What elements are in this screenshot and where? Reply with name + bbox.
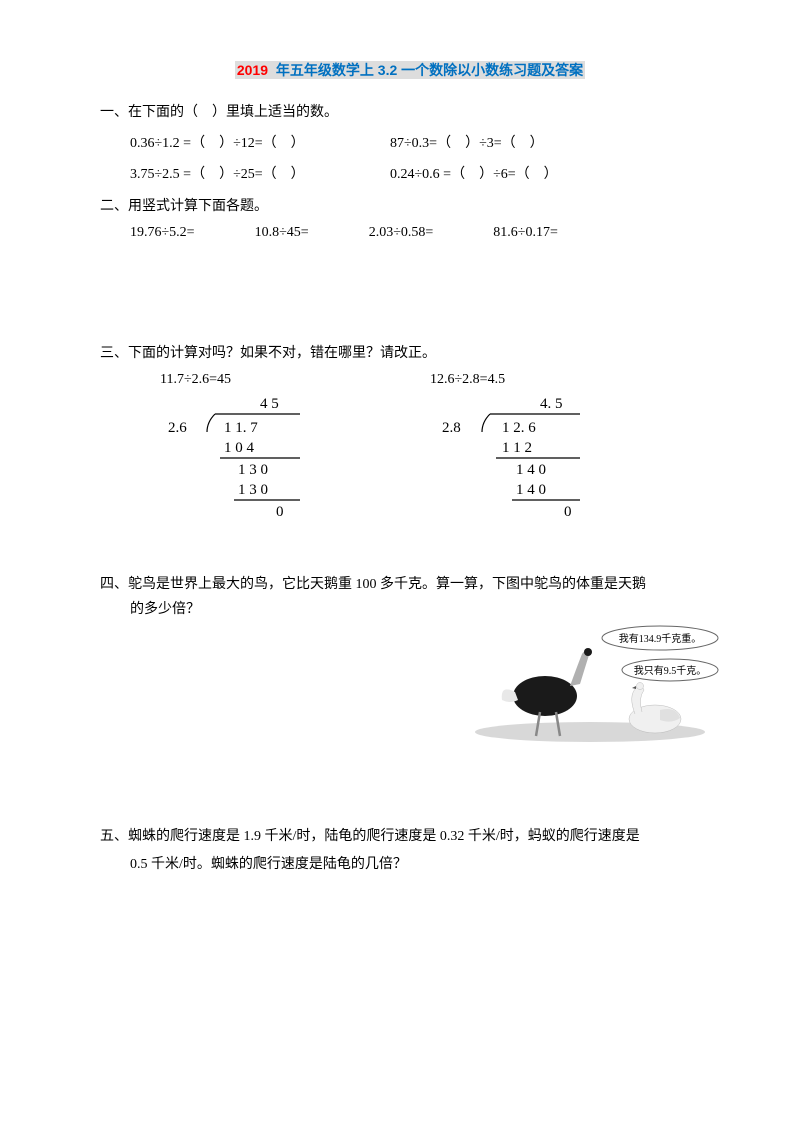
- swan-wing: [660, 709, 680, 722]
- q3-work2: 12.6÷2.8=4.5 4. 5 2.8 1 2. 6 1 1 2 1 4 0…: [430, 372, 590, 532]
- ld1-r3: 1 3 0: [238, 482, 268, 498]
- q5-line2: 0.5 千米/时。蜘蛛的爬行速度是陆龟的几倍？: [100, 852, 720, 877]
- q3-work1-longdiv: 4 5 2.6 1 1. 7 1 0 4 1 3 0 1 3 0 0: [160, 392, 310, 532]
- ld1-divisor: 2.6: [168, 420, 187, 436]
- ld2-r2: 1 4 0: [516, 462, 546, 478]
- spacer-q4: [100, 754, 720, 824]
- worksheet-page: 2019 年五年级数学上 3.2 一个数除以小数练习题及答案 一、在下面的（ ）…: [0, 0, 800, 923]
- ostrich-head: [584, 648, 592, 656]
- q1-r1-right: 87÷0.3=（ ）÷3=（ ）: [390, 131, 544, 156]
- q2-item-1: 19.76÷5.2=: [130, 225, 195, 241]
- ld1-r2: 1 3 0: [238, 462, 268, 478]
- ld1-dividend: 1 1. 7: [224, 420, 258, 436]
- q1-r2-right: 0.24÷0.6 =（ ）÷6=（ ）: [390, 162, 558, 187]
- ostrich-body: [513, 676, 577, 716]
- swan-beak: [632, 686, 636, 689]
- q1-r1-left: 0.36÷1.2 =（ ）÷12=（ ）: [130, 131, 390, 156]
- q3-heading: 三、下面的计算对吗？如果不对，错在哪里？请改正。: [100, 341, 720, 366]
- q3-work2-longdiv: 4. 5 2.8 1 2. 6 1 1 2 1 4 0 1 4 0 0: [430, 392, 590, 532]
- q3-work1: 11.7÷2.6=45 4 5 2.6 1 1. 7 1 0 4 1 3 0 1…: [160, 372, 310, 532]
- swan-head: [637, 683, 644, 690]
- bubble1-text: 我有134.9千克重。: [619, 632, 702, 645]
- q3-workings: 11.7÷2.6=45 4 5 2.6 1 1. 7 1 0 4 1 3 0 1…: [100, 372, 720, 532]
- q1-row1: 0.36÷1.2 =（ ）÷12=（ ） 87÷0.3=（ ）÷3=（ ）: [100, 131, 720, 156]
- q4-line1: 四、鸵鸟是世界上最大的鸟，它比天鹅重 100 多千克。算一算，下图中鸵鸟的体重是…: [100, 572, 720, 597]
- q2-items: 19.76÷5.2= 10.8÷45= 2.03÷0.58= 81.6÷0.17…: [100, 225, 720, 241]
- q1-r2-left: 3.75÷2.5 =（ ）÷25=（ ）: [130, 162, 390, 187]
- ld1-r4: 0: [276, 504, 284, 520]
- q1-heading: 一、在下面的（ ）里填上适当的数。: [100, 100, 720, 125]
- q4-illustration: 我有134.9千克重。 我只有9.5千克。: [100, 624, 720, 754]
- page-title: 2019 年五年级数学上 3.2 一个数除以小数练习题及答案: [100, 60, 720, 80]
- title-year: 2019: [235, 61, 270, 79]
- ld2-paren: [482, 414, 490, 432]
- ld1-r1: 1 0 4: [224, 440, 255, 456]
- q3-work2-label: 12.6÷2.8=4.5: [430, 372, 505, 388]
- q5-line1: 五、蜘蛛的爬行速度是 1.9 千米/时，陆龟的爬行速度是 0.32 千米/时，蚂…: [100, 824, 720, 849]
- ld1-paren: [207, 414, 215, 432]
- q4-line2: 的多少倍？: [100, 597, 720, 622]
- q2-item-2: 10.8÷45=: [255, 225, 309, 241]
- q2-item-4: 81.6÷0.17=: [493, 225, 558, 241]
- ostrich-swan-image: 我有134.9千克重。 我只有9.5千克。: [460, 624, 720, 749]
- title-rest: 年五年级数学上 3.2 一个数除以小数练习题及答案: [270, 61, 585, 79]
- ld2-dividend: 1 2. 6: [502, 420, 536, 436]
- q2-item-3: 2.03÷0.58=: [369, 225, 434, 241]
- ld1-quotient: 4 5: [260, 396, 279, 412]
- q1-row2: 3.75÷2.5 =（ ）÷25=（ ） 0.24÷0.6 =（ ）÷6=（ ）: [100, 162, 720, 187]
- ld2-quotient: 4. 5: [540, 396, 563, 412]
- ld2-divisor: 2.8: [442, 420, 461, 436]
- q2-heading: 二、用竖式计算下面各题。: [100, 194, 720, 219]
- ld2-r4: 0: [564, 504, 572, 520]
- ld2-r3: 1 4 0: [516, 482, 546, 498]
- bubble2-text: 我只有9.5千克。: [634, 664, 707, 677]
- q3-work1-label: 11.7÷2.6=45: [160, 372, 231, 388]
- ld2-r1: 1 1 2: [502, 440, 532, 456]
